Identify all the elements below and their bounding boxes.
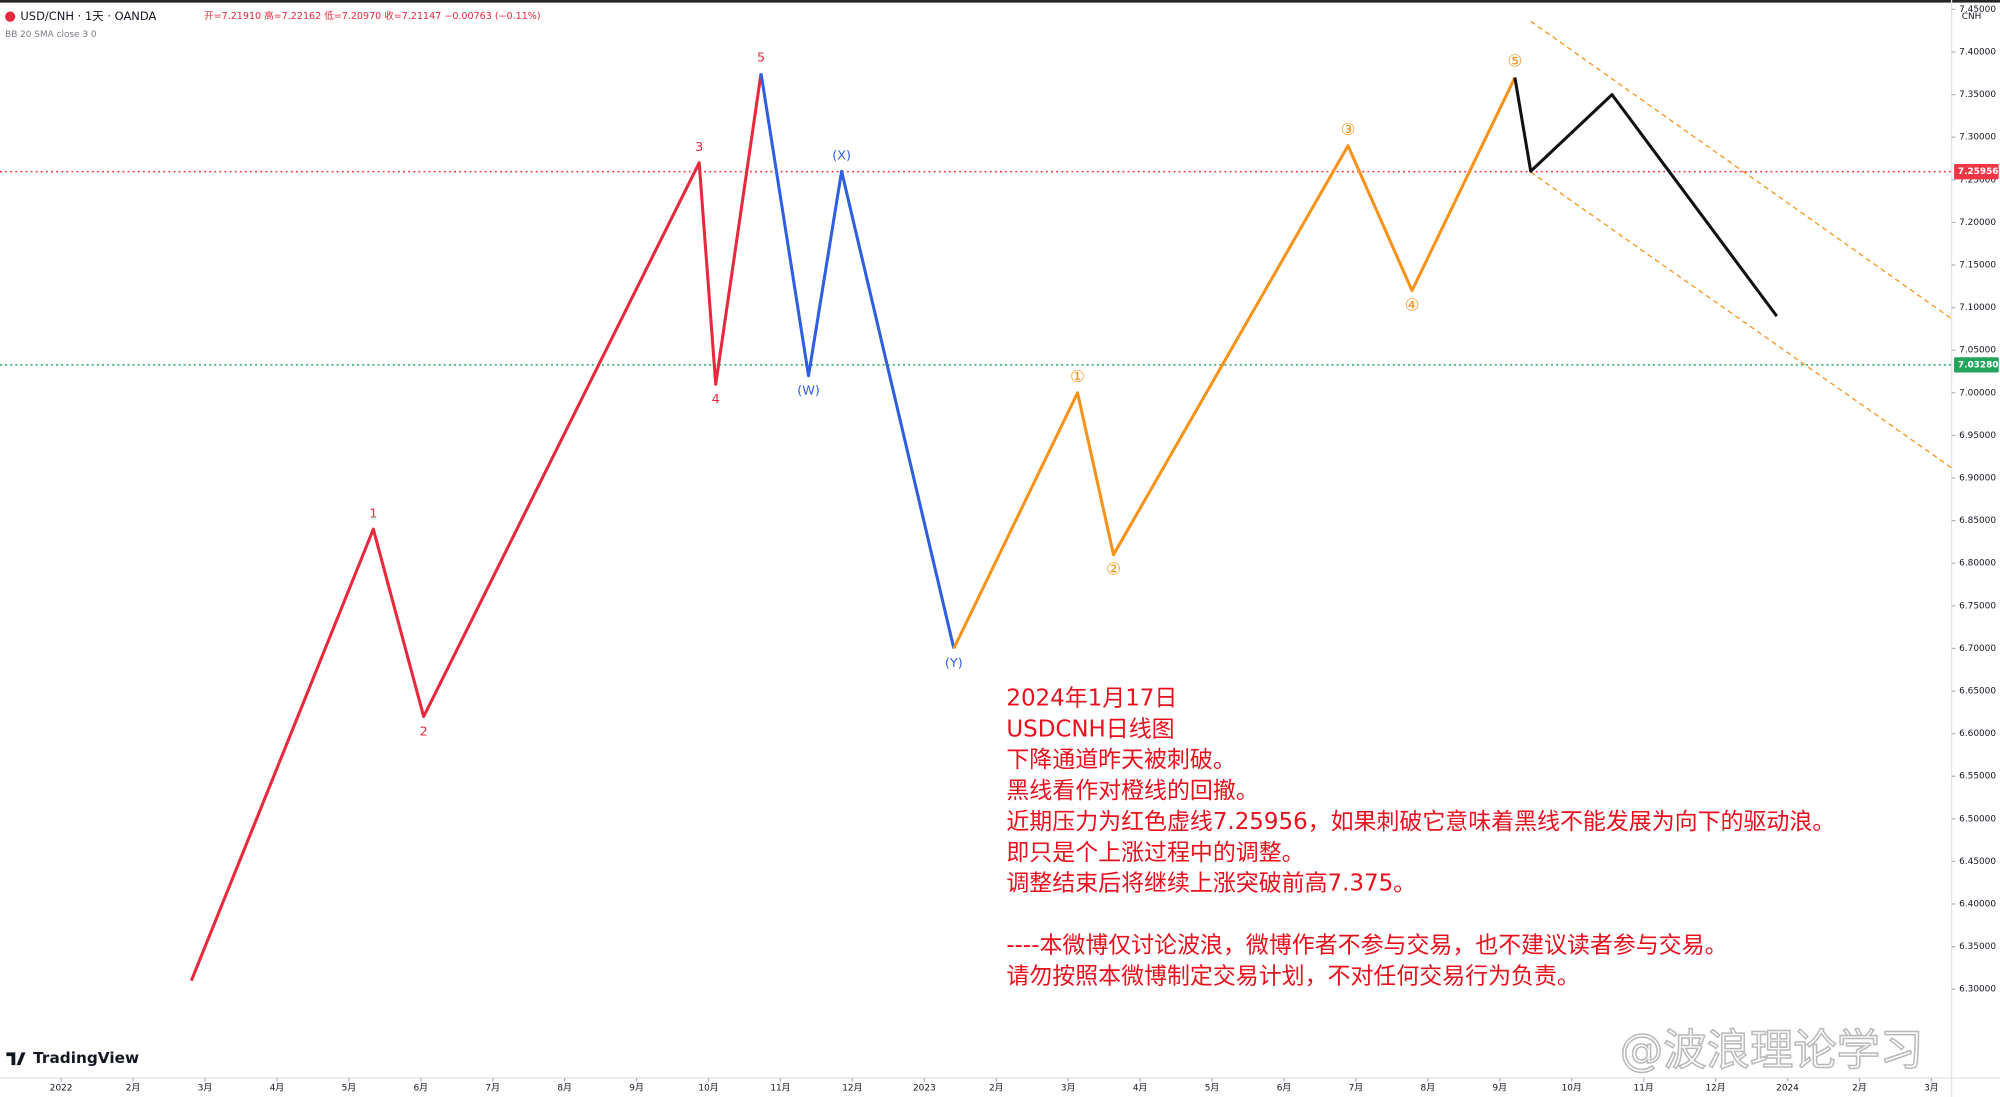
level-label: 7.03280 xyxy=(1958,360,1999,370)
x-tick-label: 2月 xyxy=(1852,1083,1867,1094)
x-tick-label: 5月 xyxy=(1205,1083,1220,1094)
y-tick-label: 7.10000 xyxy=(1959,303,1996,313)
wave-label: ③ xyxy=(1341,120,1356,139)
y-tick-label: 7.25000 xyxy=(1959,175,1996,185)
x-tick-label: 3月 xyxy=(198,1083,213,1094)
x-tick-label: 12月 xyxy=(1705,1083,1725,1094)
wave-label: 3 xyxy=(695,140,703,155)
logo-mark xyxy=(6,1052,26,1066)
y-tick-label: 6.30000 xyxy=(1959,985,1996,995)
wave-line xyxy=(1513,77,1778,318)
y-tick-label: 6.85000 xyxy=(1959,516,1996,526)
x-tick-label: 11月 xyxy=(770,1083,790,1094)
wave-label: 2 xyxy=(420,724,428,739)
x-tick-label: 4月 xyxy=(1133,1083,1148,1094)
x-tick-label: 11月 xyxy=(1634,1083,1654,1094)
y-tick-label: 7.35000 xyxy=(1959,90,1996,100)
x-tick-label: 10月 xyxy=(1562,1083,1582,1094)
annotation-line: ----本微博仅讨论波浪，微博作者不参与交易，也不建议读者参与交易。 xyxy=(1006,932,1727,958)
x-tick-label: 2022 xyxy=(50,1084,73,1094)
x-tick-label: 2月 xyxy=(989,1083,1004,1094)
x-tick-label: 3月 xyxy=(1061,1083,1076,1094)
annotation-line: 2024年1月17日 xyxy=(1006,686,1177,712)
level-tag xyxy=(1954,164,1999,180)
indicator-label[interactable]: BB 20 SMA close 3 0 xyxy=(5,30,97,40)
x-tick-label: 5月 xyxy=(342,1083,357,1094)
x-tick-label: 2024 xyxy=(1776,1084,1799,1094)
wave-label: 1 xyxy=(369,506,377,521)
x-tick-label: 3月 xyxy=(1924,1083,1939,1094)
axis-currency: CNH xyxy=(1962,12,1982,22)
wave-label: ⑤ xyxy=(1507,52,1522,71)
x-tick-label: 8月 xyxy=(1421,1083,1436,1094)
y-tick-label: 6.55000 xyxy=(1959,772,1996,782)
y-tick-label: 6.90000 xyxy=(1959,474,1996,484)
y-tick-label: 6.40000 xyxy=(1959,900,1996,910)
wave-label: (X) xyxy=(832,148,851,163)
wave-line xyxy=(759,73,956,649)
wave-label: 4 xyxy=(712,392,720,407)
y-tick-label: 6.35000 xyxy=(1959,942,1996,952)
annotation-line: 请勿按照本微博制定交易计划，不对任何交易行为负责。 xyxy=(1006,963,1579,989)
x-tick-label: 8月 xyxy=(557,1083,572,1094)
y-tick-label: 6.80000 xyxy=(1959,559,1996,569)
y-tick-label: 7.15000 xyxy=(1959,261,1996,271)
x-tick-label: 6月 xyxy=(1277,1083,1292,1094)
y-tick-label: 7.40000 xyxy=(1959,48,1996,58)
x-tick-label: 6月 xyxy=(414,1083,429,1094)
annotation-line: 黑线看作对橙线的回撤。 xyxy=(1006,778,1258,804)
brand-logo: TradingView xyxy=(6,1049,139,1067)
x-tick-label: 4月 xyxy=(270,1083,285,1094)
wave-label: ④ xyxy=(1405,295,1420,314)
annotation-line: 调整结束后将继续上涨突破前高7.375。 xyxy=(1006,871,1416,897)
y-tick-label: 7.05000 xyxy=(1959,346,1996,356)
y-tick-label: 6.70000 xyxy=(1959,644,1996,654)
brand-text: TradingView xyxy=(33,1049,139,1067)
annotation-line: 近期压力为红色虚线7.25956，如果刺破它意味着黑线不能发展为向下的驱动浪。 xyxy=(1006,809,1835,835)
x-tick-label: 12月 xyxy=(842,1083,862,1094)
x-tick-label: 7月 xyxy=(485,1083,500,1094)
y-tick-label: 6.65000 xyxy=(1959,687,1996,697)
wave-line xyxy=(189,73,763,982)
x-tick-label: 2月 xyxy=(126,1083,141,1094)
watermark: @波浪理论学习 xyxy=(1620,1026,1924,1076)
x-tick-label: 9月 xyxy=(1493,1083,1508,1094)
wave-label: 5 xyxy=(757,50,765,65)
symbol-icon xyxy=(5,11,16,22)
ohlc-readout: 开=7.21910 高=7.22162 低=7.20970 收=7.21147 … xyxy=(204,10,541,22)
y-tick-label: 7.00000 xyxy=(1959,388,1996,398)
wave-label: ① xyxy=(1070,367,1085,386)
level-label: 7.25956 xyxy=(1958,167,1999,177)
y-tick-label: 7.45000 xyxy=(1959,5,1996,15)
wave-label: ② xyxy=(1106,560,1121,579)
y-tick-label: 7.30000 xyxy=(1959,133,1996,143)
y-tick-label: 6.95000 xyxy=(1959,431,1996,441)
top-border xyxy=(0,0,2000,3)
y-tick-label: 7.20000 xyxy=(1959,218,1996,228)
y-tick-label: 6.60000 xyxy=(1959,729,1996,739)
x-tick-label: 9月 xyxy=(629,1083,644,1094)
x-tick-label: 10月 xyxy=(698,1083,718,1094)
y-tick-label: 6.45000 xyxy=(1959,857,1996,867)
level-tag xyxy=(1954,357,1999,373)
wave-label: (Y) xyxy=(945,656,963,671)
y-tick-label: 6.50000 xyxy=(1959,814,1996,824)
annotation-line: 即只是个上涨过程中的调整。 xyxy=(1006,840,1304,866)
symbol-header[interactable]: USD/CNH · 1天 · OANDA xyxy=(20,9,156,23)
annotation-line: 下降通道昨天被刺破。 xyxy=(1006,747,1235,773)
wave-line xyxy=(952,76,1517,650)
x-tick-label: 2023 xyxy=(913,1084,936,1094)
annotation-line: USDCNH日线图 xyxy=(1006,716,1174,742)
channel-line xyxy=(1530,20,1952,320)
wave-label: (W) xyxy=(797,384,820,399)
x-tick-label: 7月 xyxy=(1349,1083,1364,1094)
y-tick-label: 6.75000 xyxy=(1959,601,1996,611)
